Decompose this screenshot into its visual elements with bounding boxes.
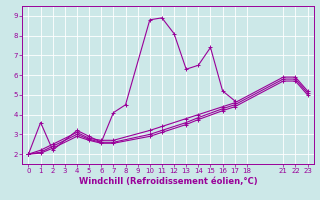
X-axis label: Windchill (Refroidissement éolien,°C): Windchill (Refroidissement éolien,°C) — [79, 177, 257, 186]
